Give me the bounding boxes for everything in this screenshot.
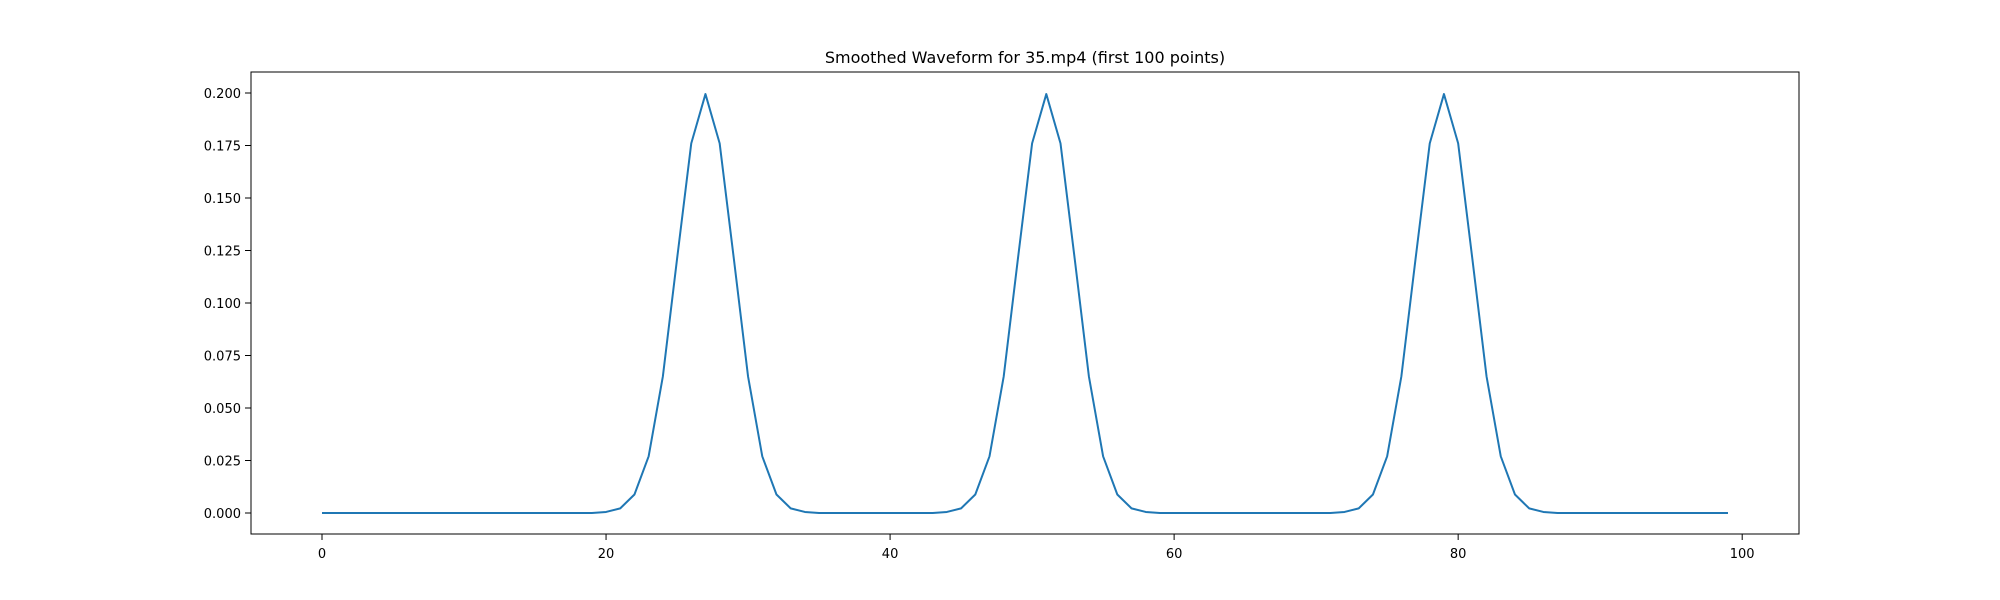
x-tick-label: 60	[1166, 547, 1183, 562]
x-tick-label: 20	[598, 547, 615, 562]
x-tick-label: 100	[1730, 547, 1755, 562]
x-tick-label: 40	[882, 547, 899, 562]
x-tick-label: 0	[318, 547, 326, 562]
y-tick-label: 0.150	[204, 192, 241, 207]
y-tick-label: 0.000	[204, 507, 241, 522]
chart-title: Smoothed Waveform for 35.mp4 (first 100 …	[825, 48, 1225, 67]
y-tick-label: 0.025	[204, 455, 241, 470]
y-tick-label: 0.125	[204, 245, 241, 260]
y-tick-label: 0.075	[204, 350, 241, 365]
y-tick-label: 0.100	[204, 297, 241, 312]
y-tick-label: 0.200	[204, 87, 241, 102]
x-tick-label: 80	[1450, 547, 1467, 562]
y-axis-ticks: 0.000 0.025 0.050 0.075 0.100 0.125 0.150 0.175…	[204, 87, 251, 522]
plot-area-frame	[250, 71, 1800, 535]
y-tick-label: 0.175	[204, 140, 241, 155]
x-axis-ticks: 0 20 40 60 80 100	[318, 534, 1755, 562]
y-tick-label: 0.050	[204, 402, 241, 417]
series-line	[322, 93, 1728, 514]
